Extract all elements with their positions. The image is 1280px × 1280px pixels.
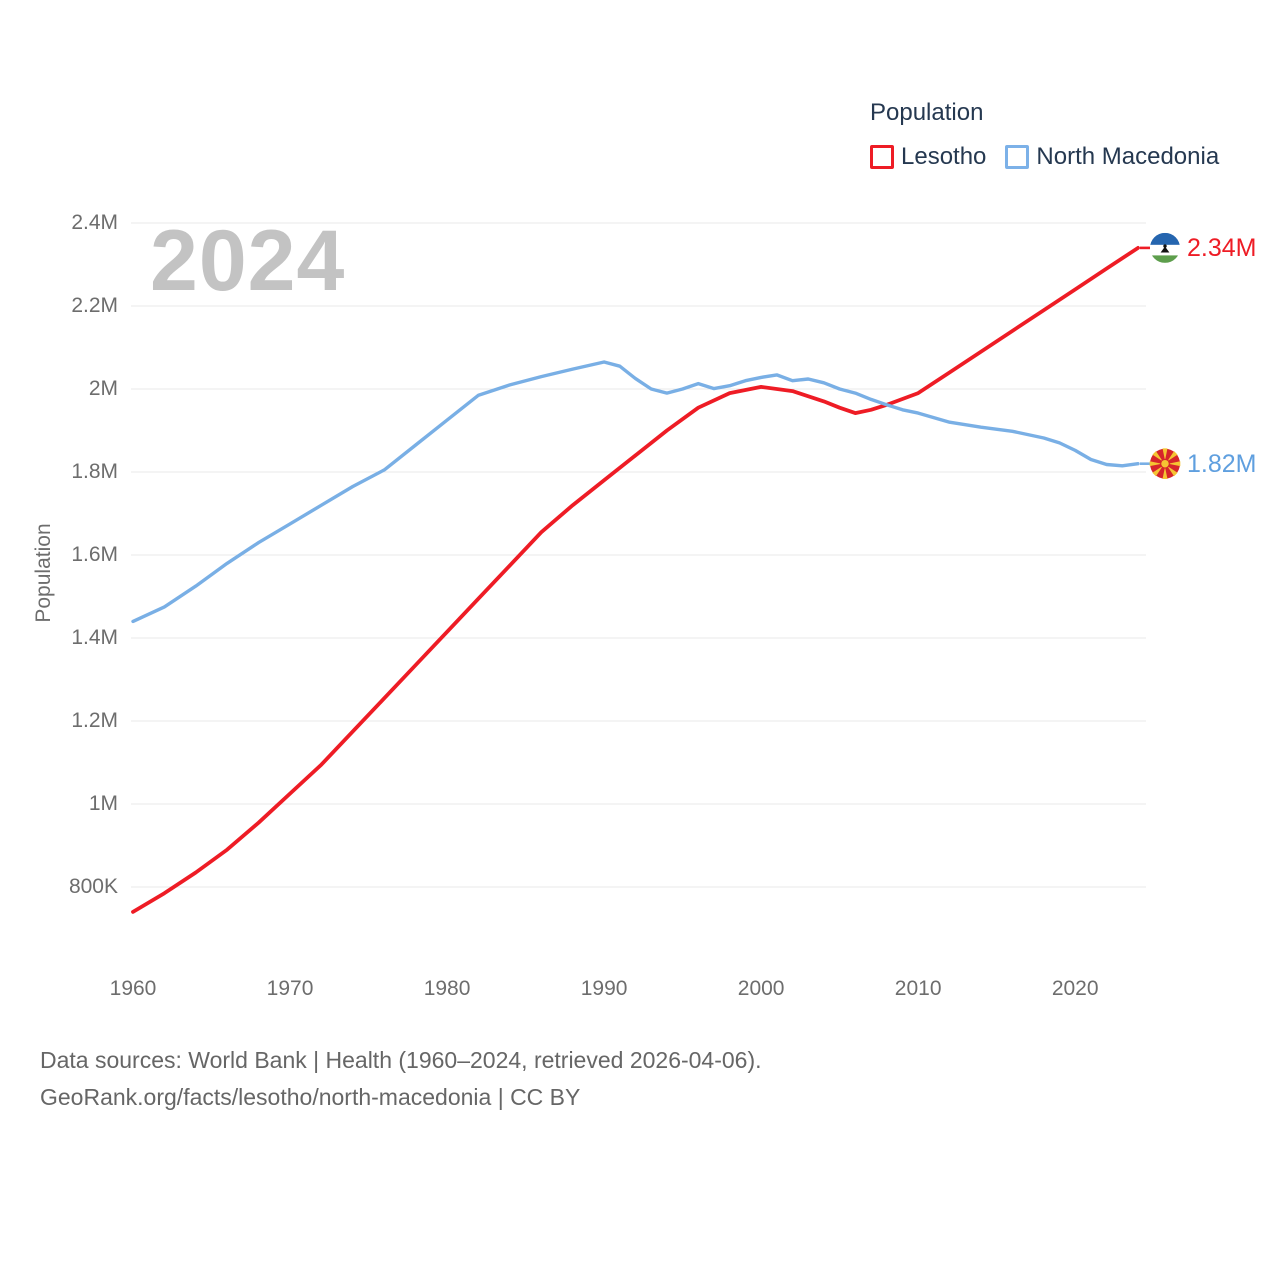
legend-item-lesotho[interactable]: Lesotho [870,143,986,171]
series-line-lesotho[interactable] [131,245,1140,914]
x-tick-label: 1970 [266,977,314,1000]
y-tick-label: 2M [88,377,118,400]
series-line-north-macedonia[interactable] [131,360,1140,624]
lesotho-flag-icon [1150,232,1180,263]
population-line-chart [131,222,1181,914]
legend-label-lesotho: Lesotho [901,143,987,170]
end-value-label-lesotho: 2.34M [1187,233,1257,262]
legend-title: Population [870,99,984,126]
y-tick-label: 1M [88,792,118,815]
y-tick-label: 1.4M [71,626,118,649]
y-tick-label: 2.4M [71,211,118,234]
footer-attribution-line: GeoRank.org/facts/lesotho/north-macedoni… [40,1084,581,1110]
x-tick-label: 2020 [1051,977,1099,1000]
legend-item-north-macedonia[interactable]: North Macedonia [1005,143,1219,171]
legend-swatch-lesotho [870,145,894,169]
x-tick-label: 2000 [737,977,785,1000]
north-macedonia-flag-icon [1149,448,1181,480]
footer-source-line: Data sources: World Bank | Health (1960–… [40,1047,762,1073]
footer: Data sources: World Bank | Health (1960–… [40,1042,762,1116]
legend: Population Lesotho North Macedonia [870,98,1238,171]
y-tick-label: 1.2M [71,709,118,732]
y-tick-label: 1.8M [71,460,118,483]
legend-label-north-macedonia: North Macedonia [1036,143,1220,170]
y-tick-label: 800K [68,875,118,898]
legend-row: Lesotho North Macedonia [870,143,1238,171]
watermark-year: 2024 [150,213,346,309]
x-tick-label: 1990 [580,977,628,1000]
end-value-label-north-macedonia: 1.82M [1187,449,1257,478]
legend-swatch-north-macedonia [1005,145,1030,169]
y-tick-label: 1.6M [71,543,118,566]
x-tick-label: 2010 [894,977,942,1000]
y-tick-label: 2.2M [71,294,118,317]
x-tick-label: 1980 [423,977,471,1000]
x-tick-label: 1960 [109,977,157,1000]
